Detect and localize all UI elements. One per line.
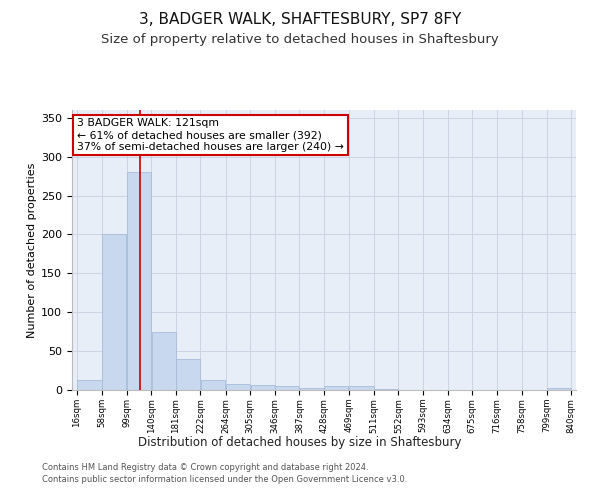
Bar	[226, 384, 250, 390]
Text: Distribution of detached houses by size in Shaftesbury: Distribution of detached houses by size …	[138, 436, 462, 449]
Bar	[77, 380, 102, 390]
Bar	[300, 388, 324, 390]
Text: Size of property relative to detached houses in Shaftesbury: Size of property relative to detached ho…	[101, 32, 499, 46]
Bar	[275, 386, 299, 390]
Bar	[374, 389, 398, 390]
Bar	[251, 386, 275, 390]
Bar	[547, 388, 571, 390]
Text: Contains public sector information licensed under the Open Government Licence v3: Contains public sector information licen…	[42, 475, 407, 484]
Bar	[127, 172, 151, 390]
Bar	[103, 234, 127, 390]
Y-axis label: Number of detached properties: Number of detached properties	[27, 162, 37, 338]
Bar	[325, 386, 348, 390]
Text: Contains HM Land Registry data © Crown copyright and database right 2024.: Contains HM Land Registry data © Crown c…	[42, 464, 368, 472]
Bar	[151, 332, 176, 390]
Bar	[176, 359, 200, 390]
Bar	[201, 380, 226, 390]
Bar	[349, 386, 374, 390]
Text: 3, BADGER WALK, SHAFTESBURY, SP7 8FY: 3, BADGER WALK, SHAFTESBURY, SP7 8FY	[139, 12, 461, 28]
Text: 3 BADGER WALK: 121sqm
← 61% of detached houses are smaller (392)
37% of semi-det: 3 BADGER WALK: 121sqm ← 61% of detached …	[77, 118, 344, 152]
